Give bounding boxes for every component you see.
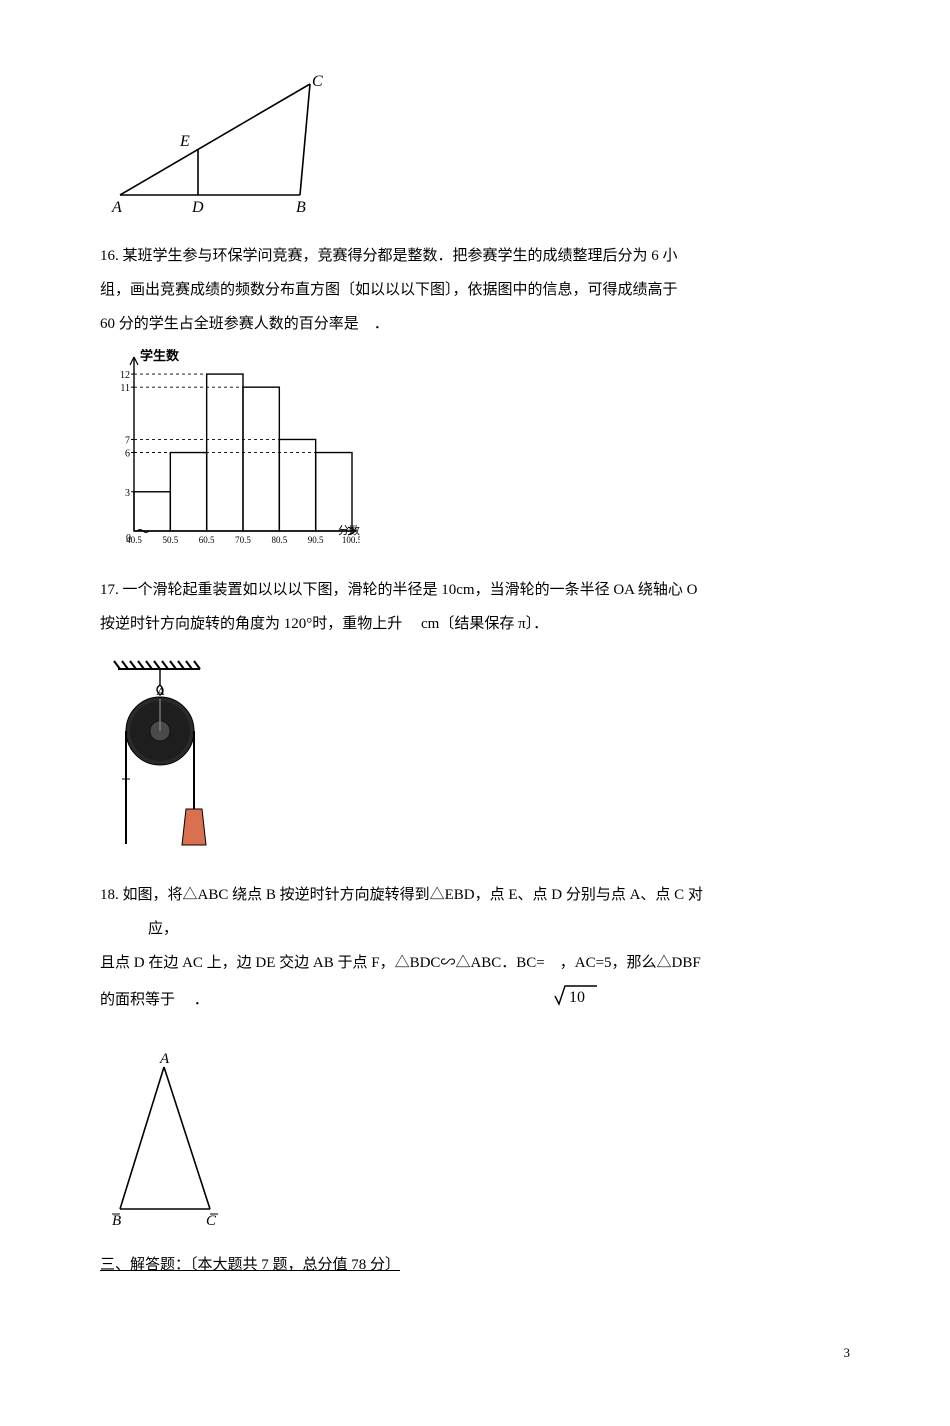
svg-text:10: 10 [569, 989, 585, 1006]
q18-line1b: 应， [100, 914, 850, 944]
svg-text:3: 3 [125, 488, 130, 499]
svg-text:50.5: 50.5 [162, 535, 178, 545]
q18-line1: 18. 如图，将△ABC 绕点 B 按逆时针方向旋转得到△EBD，点 E、点 D… [100, 880, 850, 910]
q18-line2: 且点 D 在边 AC 上，边 DE 交边 AB 于点 F，△BDC∽△ABC．B… [100, 948, 850, 978]
svg-text:100.5: 100.5 [342, 535, 360, 545]
label-A: A [111, 199, 122, 216]
q17-line2: 按逆时针方向旋转的角度为 120°时，重物上升 cm〔结果保存 π〕． [100, 609, 850, 639]
svg-text:80.5: 80.5 [271, 535, 287, 545]
label-E: E [179, 133, 190, 150]
svg-text:60.5: 60.5 [199, 535, 215, 545]
pulley-label-A: A [156, 684, 165, 698]
svg-text:6: 6 [125, 449, 130, 460]
svg-text:0: 0 [126, 533, 131, 544]
svg-text:70.5: 70.5 [235, 535, 251, 545]
iso-label-B: B [112, 1213, 121, 1229]
q16-line2: 组，画出竞赛成绩的频数分布直方图〔如以以以下图〕，依据图中的信息，可得成绩高于 [100, 275, 850, 305]
svg-text:学生数: 学生数 [140, 349, 180, 363]
svg-text:7: 7 [125, 435, 130, 446]
label-D: D [191, 199, 204, 216]
figure-histogram: 学生数分数367111240.550.560.570.580.590.5100.… [100, 349, 850, 565]
svg-text:11: 11 [120, 383, 130, 394]
q17-line1: 17. 一个滑轮起重装置如以以以下图，滑轮的半径是 10cm，当滑轮的一条半径 … [100, 575, 850, 605]
svg-text:12: 12 [120, 370, 130, 381]
svg-text:90.5: 90.5 [308, 535, 324, 545]
q18-line3: 的面积等于 ． 10 [100, 982, 850, 1019]
figure-pulley: A [100, 659, 850, 870]
section-header: 三、解答题：〔本大题共 7 题，总分值 78 分〕 [100, 1250, 850, 1280]
iso-label-C: C [206, 1213, 217, 1229]
iso-label-A: A [159, 1051, 170, 1067]
label-C: C [312, 73, 323, 90]
label-B: B [296, 199, 306, 216]
figure-triangle: A B C D E [100, 70, 850, 231]
sqrt-10: 10 [553, 982, 599, 1019]
figure-isoceles: A B C [100, 1049, 850, 1240]
q16-line1: 16. 某班学生参与环保学问竞赛，竞赛得分都是整数．把参赛学生的成绩整理后分为 … [100, 241, 850, 271]
q16-line3: 60 分的学生占全班参赛人数的百分率是 ． [100, 309, 850, 339]
